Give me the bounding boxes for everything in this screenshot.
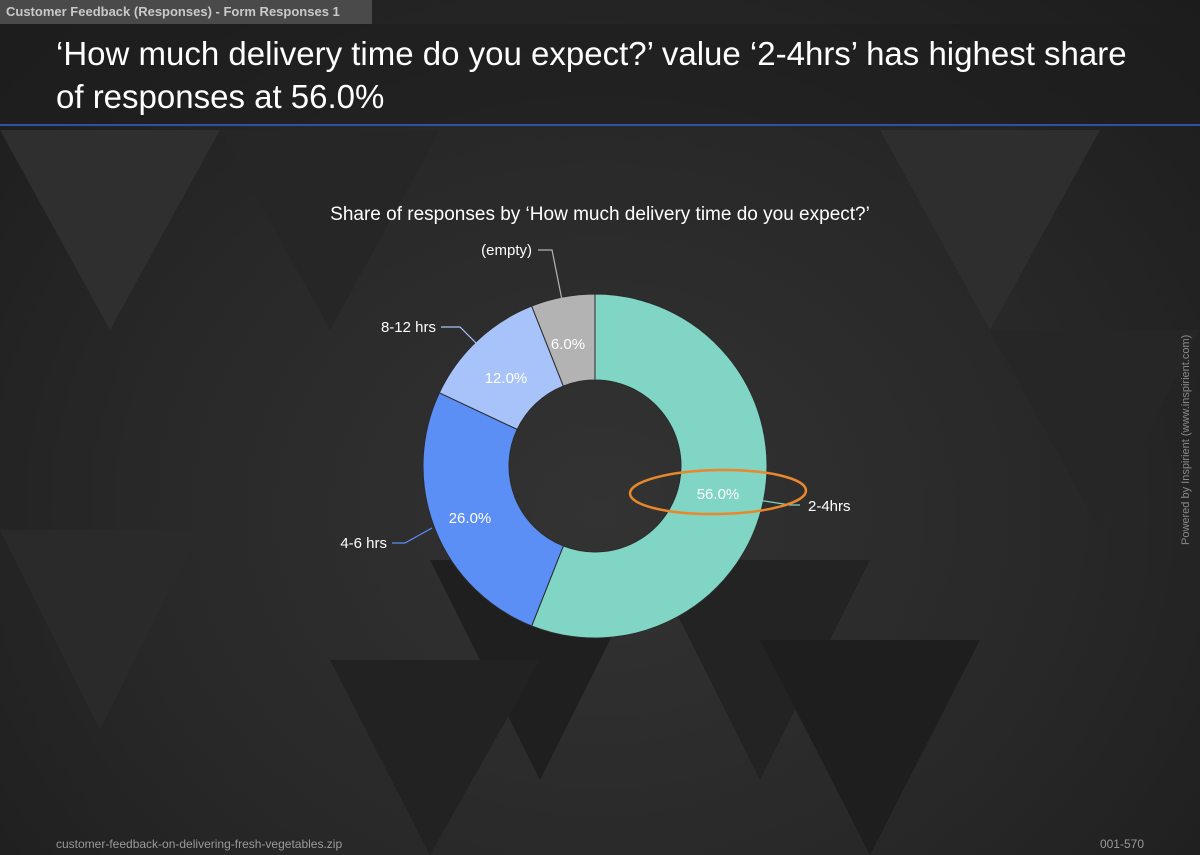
category-label-4-6-hrs: 4-6 hrs <box>340 535 387 552</box>
category-label-8-12-hrs: 8-12 hrs <box>381 319 436 336</box>
category-label-empty: (empty) <box>481 242 532 259</box>
chart-title: Share of responses by ‘How much delivery… <box>330 204 870 225</box>
value-label-2-4hrs: 56.0% <box>697 486 740 503</box>
value-label-4-6-hrs: 26.0% <box>449 510 492 527</box>
value-label-8-12-hrs: 12.0% <box>485 370 528 387</box>
headline: ‘How much delivery time do you expect?’ … <box>56 35 1127 115</box>
header-divider <box>0 124 1200 126</box>
leader-line-4-6-hrs <box>392 527 433 544</box>
slice-4-6-hrs <box>422 392 564 627</box>
leader-line-empty <box>538 249 563 301</box>
slice-empty <box>531 293 596 387</box>
slice-2-4hrs <box>531 293 768 639</box>
leader-line-2-4hrs <box>757 499 800 506</box>
footer-page-code: 001-570 <box>1099 837 1144 851</box>
highlight-ring <box>628 468 808 516</box>
category-label-2-4hrs: 2-4hrs <box>808 498 851 515</box>
sheet-tab-label: Customer Feedback (Responses) - Form Res… <box>0 0 372 24</box>
value-label-empty: 6.0% <box>551 336 585 353</box>
powered-by-note: Powered by Inspirient (www.inspirient.co… <box>1180 334 1192 545</box>
footer-filename: customer-feedback-on-delivering-fresh-ve… <box>56 837 343 851</box>
header-band <box>0 24 1200 124</box>
leader-line-8-12-hrs <box>441 326 479 346</box>
